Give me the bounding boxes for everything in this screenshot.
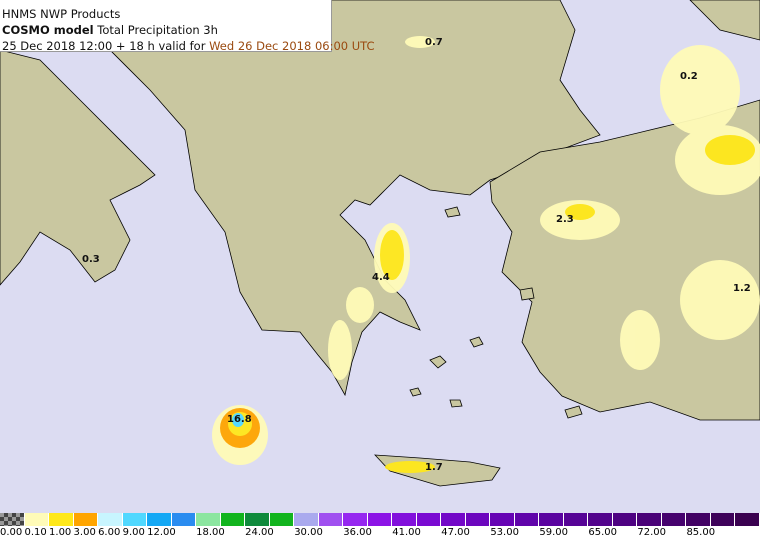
island <box>429 355 447 369</box>
legend-swatch <box>539 513 564 526</box>
island <box>564 405 583 419</box>
legend-swatch <box>392 513 417 526</box>
legend-tick-label: 72.00 <box>637 527 667 538</box>
legend-tick-label: 0.10 <box>24 527 47 538</box>
legend-swatch <box>122 513 148 526</box>
legend-swatch <box>612 513 638 526</box>
value-label: 0.7 <box>425 37 443 48</box>
crimea-land <box>689 0 760 41</box>
island <box>449 399 463 408</box>
legend-swatch <box>637 513 662 526</box>
legend-swatch <box>416 513 442 526</box>
legend-tick-label: 30.00 <box>294 527 323 538</box>
legend-swatch <box>465 513 491 526</box>
legend-swatch <box>710 513 736 526</box>
legend-swatch <box>490 513 515 526</box>
provider-title: HNMS NWP Products <box>2 7 121 21</box>
precipitation-areas <box>212 36 760 473</box>
legend-swatch <box>171 513 197 526</box>
legend-ticks: 0.00 0.10 1.00 3.00 6.00 9.00 12.00 18.00 24.00 3… <box>0 527 760 540</box>
legend-swatch <box>294 513 319 526</box>
legend-tick-label: 9.00 <box>122 527 145 538</box>
color-legend: 0.00 0.10 1.00 3.00 6.00 9.00 12.00 18.00 24.00 3… <box>0 513 760 540</box>
legend-tick-label: 6.00 <box>98 527 121 538</box>
island <box>409 387 422 397</box>
legend-swatch <box>514 513 540 526</box>
legend-swatch <box>0 513 25 526</box>
legend-tick-label: 65.00 <box>588 527 618 538</box>
legend-swatch <box>661 513 687 526</box>
legend-tick-label: 53.00 <box>490 527 519 538</box>
legend-color-bar <box>0 513 760 526</box>
value-label: 4.4 <box>372 272 390 283</box>
legend-swatch <box>686 513 711 526</box>
legend-swatch <box>735 513 760 526</box>
value-label: 1.2 <box>733 283 751 294</box>
valid-time: Wed 26 Dec 2018 06:00 UTC <box>209 39 375 53</box>
legend-swatch <box>147 513 172 526</box>
legend-swatch <box>98 513 123 526</box>
value-label: 1.7 <box>425 462 443 473</box>
run-time: 25 Dec 2018 12:00 + 18 h valid for <box>2 39 206 53</box>
model-name: COSMO model <box>2 23 94 37</box>
legend-swatch <box>245 513 270 526</box>
legend-tick-label: 0.00 <box>0 527 23 538</box>
value-label: 0.2 <box>680 71 698 82</box>
legend-tick-label: 24.00 <box>245 527 274 538</box>
legend-swatch <box>269 513 295 526</box>
italy-land <box>0 49 156 286</box>
value-label: 2.3 <box>556 214 574 225</box>
value-label: 16.8 <box>227 414 252 425</box>
legend-swatch <box>49 513 74 526</box>
product-name: Total Precipitation 3h <box>97 23 218 37</box>
legend-swatch <box>318 513 344 526</box>
legend-tick-label: 59.00 <box>539 527 568 538</box>
value-label: 0.3 <box>82 254 100 265</box>
legend-swatch <box>343 513 368 526</box>
legend-swatch <box>24 513 50 526</box>
island <box>444 206 461 218</box>
legend-tick-label: 47.00 <box>441 527 470 538</box>
legend-tick-label: 3.00 <box>73 527 96 538</box>
legend-swatch <box>563 513 589 526</box>
legend-tick-label: 36.00 <box>343 527 372 538</box>
legend-tick-label: 85.00 <box>686 527 716 538</box>
legend-tick-label: 1.00 <box>49 527 72 538</box>
product-title: COSMO model Total Precipitation 3h <box>2 22 331 38</box>
legend-swatch <box>73 513 99 526</box>
legend-tick-label: 41.00 <box>392 527 421 538</box>
legend-swatch <box>196 513 221 526</box>
title-box: HNMS NWP Products COSMO model Total Prec… <box>0 0 375 54</box>
island <box>469 336 484 348</box>
legend-swatch <box>220 513 246 526</box>
run-info: 25 Dec 2018 12:00 + 18 h valid for Wed 2… <box>2 38 375 54</box>
legend-tick-label: 12.00 <box>147 527 176 538</box>
legend-tick-label: 18.00 <box>196 527 225 538</box>
legend-swatch <box>441 513 466 526</box>
island <box>519 287 535 301</box>
legend-swatch <box>367 513 393 526</box>
precipitation-map <box>0 0 760 487</box>
legend-swatch <box>588 513 613 526</box>
